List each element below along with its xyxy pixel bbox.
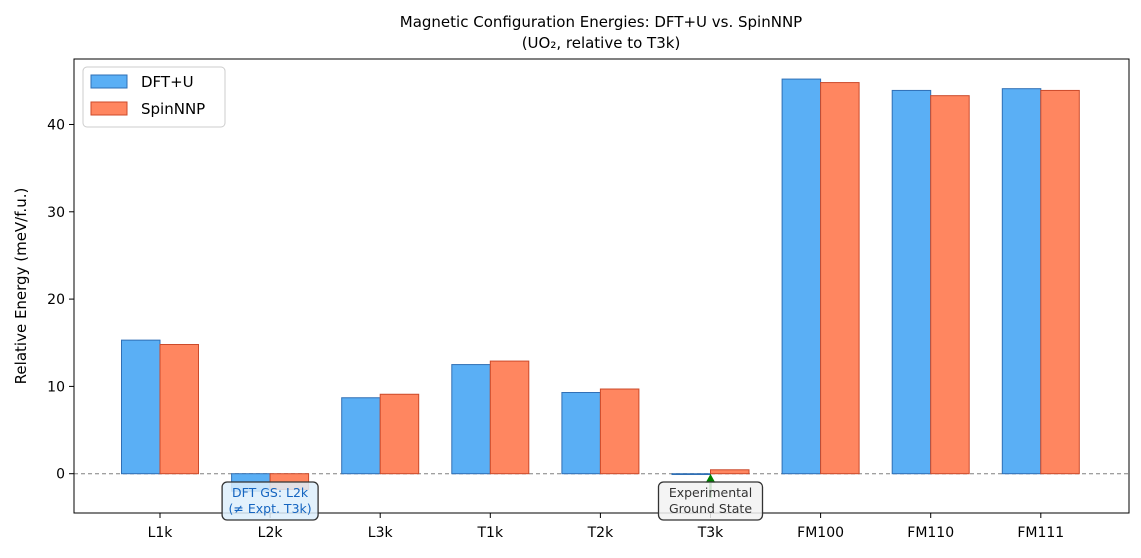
bar-dftu-T3k xyxy=(671,473,711,476)
annotation-box xyxy=(657,481,764,521)
y-tick-label: 0 xyxy=(56,467,65,483)
legend-swatch xyxy=(90,74,128,89)
bar-dftu-T1k xyxy=(451,364,491,475)
chart-title: Magnetic Configuration Energies: DFT+U v… xyxy=(400,13,802,31)
bar-spinnnp-T2k xyxy=(599,388,640,475)
y-axis-label: Relative Energy (meV/f.u.) xyxy=(12,188,30,385)
x-tick-label: L1k xyxy=(148,525,174,541)
bar-spinnnp-FM110 xyxy=(930,95,970,475)
bar-dftu-L3k xyxy=(341,397,381,475)
x-tick-label: T1k xyxy=(477,525,504,541)
x-tick-label: T3k xyxy=(697,525,724,541)
plot-frame xyxy=(73,58,1130,514)
y-tick-label: 10 xyxy=(47,379,65,395)
x-tick-label: FM100 xyxy=(797,525,844,541)
bar-spinnnp-T3k xyxy=(710,469,750,475)
bar-dftu-FM100 xyxy=(781,78,822,475)
legend-label: DFT+U xyxy=(141,73,194,91)
y-tick-label: 30 xyxy=(47,205,65,221)
arrow-head xyxy=(705,474,716,483)
chart-subtitle: (UO₂, relative to T3k) xyxy=(522,34,681,52)
x-tick-label: FM110 xyxy=(907,525,954,541)
bar-dftu-FM111 xyxy=(1001,88,1042,475)
bar-dftu-T2k xyxy=(561,392,601,475)
x-tick-label: L3k xyxy=(368,525,394,541)
annotation-box xyxy=(221,481,319,521)
legend-label: SpinNNP xyxy=(141,100,205,118)
x-tick-label: T2k xyxy=(587,525,614,541)
bar-spinnnp-L1k xyxy=(159,343,199,475)
annotation-text: Experimental xyxy=(669,485,752,500)
annotation-text: DFT GS: L2k xyxy=(232,485,309,500)
y-tick-label: 40 xyxy=(47,117,65,133)
x-tick-label: L2k xyxy=(258,525,284,541)
x-tick-label: FM111 xyxy=(1017,525,1064,541)
y-tick-label: 20 xyxy=(47,292,65,308)
bar-dftu-L1k xyxy=(121,339,161,475)
bar-spinnnp-T1k xyxy=(489,360,530,475)
annotation-text: (≠ Expt. T3k) xyxy=(229,501,312,516)
bar-dftu-FM110 xyxy=(891,89,932,475)
annotation-text: Ground State xyxy=(669,501,752,516)
legend-swatch xyxy=(90,101,128,116)
bar-spinnnp-FM100 xyxy=(820,82,860,475)
bar-spinnnp-L3k xyxy=(379,393,420,475)
bar-spinnnp-FM111 xyxy=(1040,89,1080,475)
